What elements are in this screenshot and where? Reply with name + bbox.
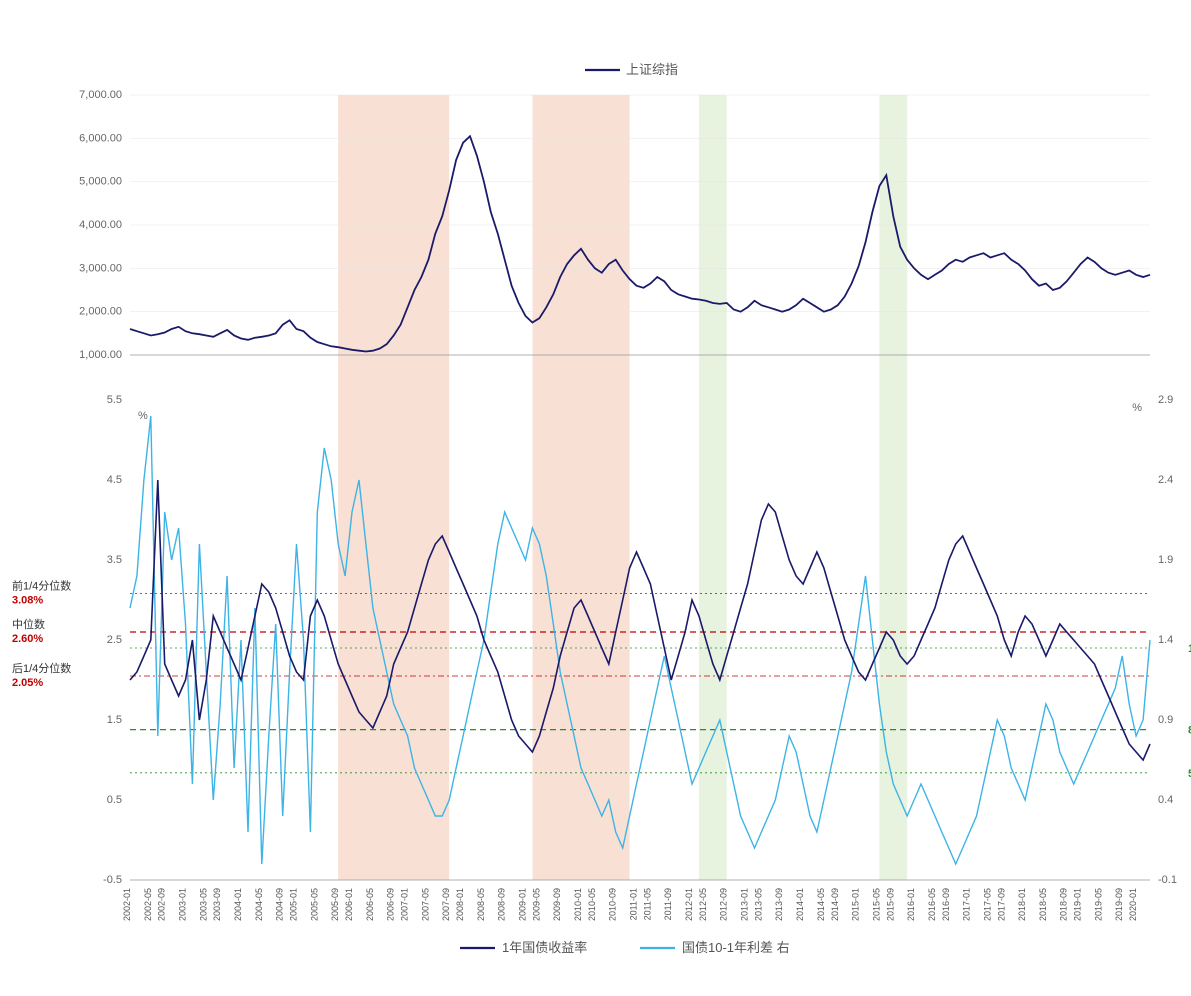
x-tick-label: 2007-09 — [441, 888, 451, 921]
chart-container: 1,000.00 2,000.00 3,000.00 4,000.00 5,000.00… — [0, 0, 1191, 996]
x-tick-label: 2004-09 — [275, 888, 285, 921]
x-tick-label: 2012-01 — [684, 888, 694, 921]
ref-label-left: 前1/4分位数 — [12, 579, 71, 593]
x-tick-label: 2012-05 — [698, 888, 708, 921]
x-tick-label: 2013-05 — [753, 888, 763, 921]
ref-label-left: 中位数 — [12, 617, 45, 631]
left-axis-unit: % — [138, 410, 148, 422]
x-tick-label: 2004-01 — [233, 888, 243, 921]
y-tick-left: 0.5 — [107, 794, 122, 806]
x-tick-label: 2008-05 — [476, 888, 486, 921]
y-tick-left: 2.5 — [107, 634, 122, 646]
x-tick-label: 2015-09 — [885, 888, 895, 921]
x-tick-label: 2003-09 — [212, 888, 222, 921]
ref-value-left: 2.05% — [12, 677, 43, 689]
series-1y-yield-line — [130, 480, 1150, 760]
y-tick-label: 6,000.00 — [79, 132, 122, 144]
x-tick-label: 2006-09 — [386, 888, 396, 921]
y-tick-right: -0.1 — [1158, 874, 1177, 886]
x-tick-label: 2016-05 — [927, 888, 937, 921]
x-tick-label: 2008-09 — [497, 888, 507, 921]
ref-label-left: 后1/4分位数 — [12, 661, 71, 675]
shaded-region — [338, 95, 449, 880]
x-tick-label: 2005-09 — [330, 888, 340, 921]
y-tick-right: 0.9 — [1158, 714, 1173, 726]
y-tick-left: -0.5 — [103, 874, 122, 886]
x-tick-label: 2009-09 — [552, 888, 562, 921]
x-tick-label: 2010-05 — [587, 888, 597, 921]
ref-value-left: 3.08% — [12, 595, 43, 607]
x-tick-label: 2014-09 — [830, 888, 840, 921]
x-tick-label: 2004-05 — [254, 888, 264, 921]
y-tick-right: 2.4 — [1158, 474, 1173, 486]
y-tick-left: 3.5 — [107, 554, 122, 566]
top-series-line — [130, 136, 1150, 351]
x-tick-label: 2010-01 — [573, 888, 583, 921]
x-tick-label: 2009-05 — [531, 888, 541, 921]
x-tick-label: 2019-09 — [1114, 888, 1124, 921]
shaded-region — [532, 95, 629, 880]
x-tick-label: 2002-01 — [122, 888, 132, 921]
x-tick-label: 2006-05 — [365, 888, 375, 921]
x-tick-label: 2015-05 — [871, 888, 881, 921]
x-tick-label: 2012-09 — [719, 888, 729, 921]
chart-svg: 1,000.00 2,000.00 3,000.00 4,000.00 5,000.00… — [0, 0, 1191, 996]
x-tick-label: 2002-05 — [143, 888, 153, 921]
y-tick-label: 3,000.00 — [79, 262, 122, 274]
x-tick-label: 2019-05 — [1093, 888, 1103, 921]
x-tick-label: 2007-01 — [400, 888, 410, 921]
y-tick-label: 5,000.00 — [79, 176, 122, 188]
legend-label-spread: 国债10-1年利差 右 — [682, 940, 790, 955]
x-tick-label: 2010-09 — [608, 888, 618, 921]
x-tick-label: 2003-05 — [198, 888, 208, 921]
shaded-region — [699, 95, 727, 880]
x-tick-label: 2006-01 — [344, 888, 354, 921]
y-tick-label: 1,000.00 — [79, 349, 122, 361]
x-tick-label: 2011-05 — [642, 888, 652, 920]
series-spread-line — [130, 416, 1150, 864]
x-tick-label: 2017-01 — [962, 888, 972, 921]
x-tick-label: 2016-09 — [941, 888, 951, 921]
x-tick-label: 2013-01 — [740, 888, 750, 921]
x-tick-label: 2008-01 — [455, 888, 465, 921]
x-tick-label: 2017-09 — [996, 888, 1006, 921]
x-tick-label: 2016-01 — [906, 888, 916, 921]
x-tick-label: 2009-01 — [518, 888, 528, 921]
x-tick-label: 2003-01 — [178, 888, 188, 921]
x-tick-label: 2002-09 — [157, 888, 167, 921]
y-tick-label: 4,000.00 — [79, 219, 122, 231]
right-axis-unit: % — [1132, 402, 1142, 414]
x-tick-label: 2011-01 — [629, 888, 639, 920]
x-tick-label: 2014-01 — [795, 888, 805, 921]
y-tick-right: 1.9 — [1158, 554, 1173, 566]
x-tick-label: 2005-05 — [309, 888, 319, 921]
x-tick-label: 2018-05 — [1038, 888, 1048, 921]
x-tick-label: 2013-09 — [774, 888, 784, 921]
y-tick-left: 5.5 — [107, 394, 122, 406]
x-tick-label: 2018-01 — [1017, 888, 1027, 921]
top-legend-label: 上证综指 — [626, 62, 678, 77]
x-tick-label: 2020-01 — [1128, 888, 1138, 921]
y-tick-left: 4.5 — [107, 474, 122, 486]
x-tick-label: 2014-05 — [816, 888, 826, 921]
x-tick-label: 2019-01 — [1073, 888, 1083, 921]
x-tick-label: 2005-01 — [289, 888, 299, 921]
ref-value-left: 2.60% — [12, 633, 43, 645]
y-tick-label: 7,000.00 — [79, 89, 122, 101]
y-tick-right: 0.4 — [1158, 794, 1173, 806]
y-tick-right: 1.4 — [1158, 634, 1173, 646]
x-tick-label: 2018-09 — [1059, 888, 1069, 921]
x-tick-label: 2011-09 — [663, 888, 673, 920]
x-tick-label: 2015-01 — [851, 888, 861, 921]
x-tick-label: 2017-05 — [982, 888, 992, 921]
y-tick-left: 1.5 — [107, 714, 122, 726]
y-tick-label: 2,000.00 — [79, 306, 122, 318]
legend-label-1y: 1年国债收益率 — [502, 940, 587, 955]
y-tick-right: 2.9 — [1158, 394, 1173, 406]
x-tick-label: 2007-05 — [420, 888, 430, 921]
